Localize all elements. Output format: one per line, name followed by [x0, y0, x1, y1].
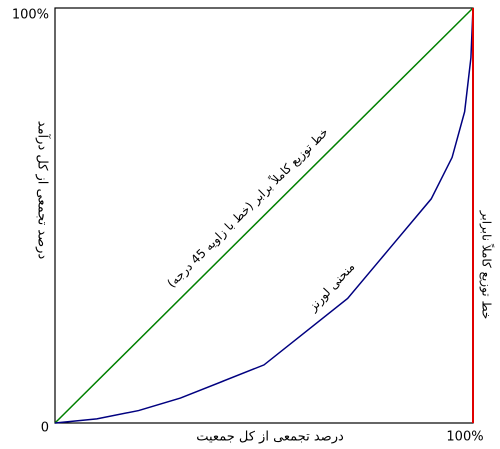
series-label: منحنی لورنز	[305, 260, 358, 315]
series-line	[54, 7, 474, 424]
series-line	[54, 7, 474, 424]
series-label: خط توزیع کاملاً برابر (خط با زاویه 45 در…	[164, 124, 332, 291]
x-tick-label: 100%	[446, 430, 483, 445]
series-label: خط توزیع کاملاً نابرابر	[479, 210, 495, 320]
y-axis-label: درصد تجمعی از کل درآمد	[35, 121, 52, 260]
y-tick-label: 0	[41, 421, 49, 436]
y-tick-label: 100%	[12, 8, 49, 23]
x-axis-label: درصد تجمعی از کل جمعیت	[196, 430, 344, 445]
